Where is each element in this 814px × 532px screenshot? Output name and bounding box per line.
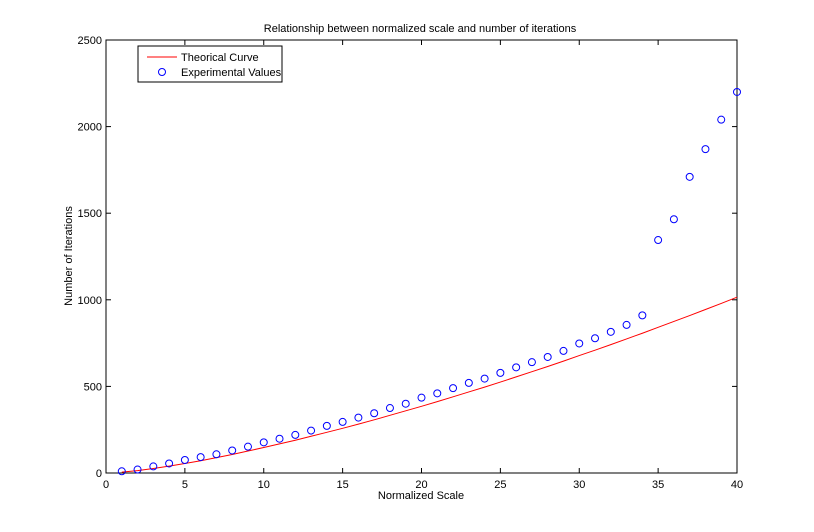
x-tick-label: 20 bbox=[415, 479, 427, 491]
x-tick-label: 40 bbox=[731, 479, 743, 491]
experimental-value-point bbox=[212, 450, 221, 459]
legend-label-theorical-curve: Theorical Curve bbox=[181, 52, 259, 64]
experimental-value-point bbox=[433, 389, 442, 398]
x-axis: 0 5 10 15 20 25 30 35 40 bbox=[103, 40, 743, 491]
experimental-value-point bbox=[512, 363, 521, 372]
y-tick-label: 1500 bbox=[78, 208, 102, 220]
experimental-value-point bbox=[591, 334, 600, 343]
experimental-value-point bbox=[149, 462, 158, 471]
experimental-value-point bbox=[370, 409, 379, 418]
experimental-value-point bbox=[196, 453, 205, 462]
experimental-value-point bbox=[117, 467, 126, 476]
experimental-value-point bbox=[322, 421, 331, 430]
y-axis-label: Number of Iterations bbox=[63, 206, 75, 306]
experimental-value-point bbox=[733, 87, 741, 96]
experimental-value-point bbox=[243, 442, 252, 451]
chart-title: Relationship between normalized scale an… bbox=[264, 23, 577, 35]
experimental-value-point bbox=[259, 438, 268, 447]
x-tick-label: 15 bbox=[337, 479, 349, 491]
x-tick-label: 10 bbox=[258, 479, 270, 491]
x-axis-label: Normalized Scale bbox=[378, 490, 464, 502]
experimental-value-point bbox=[228, 446, 237, 455]
experimental-value-point bbox=[291, 430, 300, 439]
experimental-value-point bbox=[701, 145, 710, 154]
experimental-value-point bbox=[669, 215, 678, 224]
experimental-value-point bbox=[180, 456, 189, 465]
experimental-value-point bbox=[449, 384, 458, 393]
experimental-value-point bbox=[275, 434, 284, 443]
experimental-value-point bbox=[496, 368, 505, 377]
experimental-value-point bbox=[543, 352, 552, 361]
legend-label-experimental-values: Experimental Values bbox=[181, 67, 282, 79]
y-tick-label: 1000 bbox=[78, 295, 102, 307]
x-tick-label: 30 bbox=[573, 479, 585, 491]
plot-area bbox=[105, 39, 738, 474]
experimental-value-point bbox=[417, 393, 426, 402]
experimental-value-point bbox=[622, 320, 631, 329]
experimental-value-point bbox=[654, 236, 663, 245]
y-tick-label: 2500 bbox=[78, 35, 102, 47]
experimental-value-point bbox=[354, 413, 363, 422]
legend-marker-swatch bbox=[158, 68, 166, 76]
experimental-value-point bbox=[638, 311, 647, 320]
experimental-value-point bbox=[575, 339, 584, 348]
experimental-value-point bbox=[385, 404, 394, 413]
experimental-value-point bbox=[480, 374, 489, 383]
y-tick-label: 0 bbox=[96, 468, 102, 480]
y-axis: 0 500 1000 1500 2000 2500 bbox=[78, 35, 737, 480]
experimental-value-point bbox=[464, 378, 473, 387]
experimental-value-point bbox=[717, 115, 726, 124]
experimental-value-point bbox=[685, 172, 694, 181]
experimental-value-point bbox=[559, 346, 568, 355]
experimental-value-point bbox=[307, 426, 316, 435]
x-tick-label: 5 bbox=[182, 479, 188, 491]
experimental-value-point bbox=[338, 417, 347, 426]
series-layer bbox=[117, 87, 741, 476]
experimental-value-point bbox=[606, 327, 615, 336]
experimental-value-point bbox=[165, 459, 174, 468]
experimental-value-point bbox=[527, 358, 536, 367]
y-tick-label: 2000 bbox=[78, 122, 102, 134]
legend: Theorical Curve Experimental Values bbox=[137, 45, 283, 83]
x-tick-label: 25 bbox=[494, 479, 506, 491]
y-tick-label: 500 bbox=[84, 381, 102, 393]
experimental-value-point bbox=[133, 465, 142, 474]
x-tick-label: 35 bbox=[652, 479, 664, 491]
experimental-value-point bbox=[401, 399, 410, 408]
theorical-curve-line bbox=[121, 296, 738, 473]
x-tick-label: 0 bbox=[103, 479, 109, 491]
